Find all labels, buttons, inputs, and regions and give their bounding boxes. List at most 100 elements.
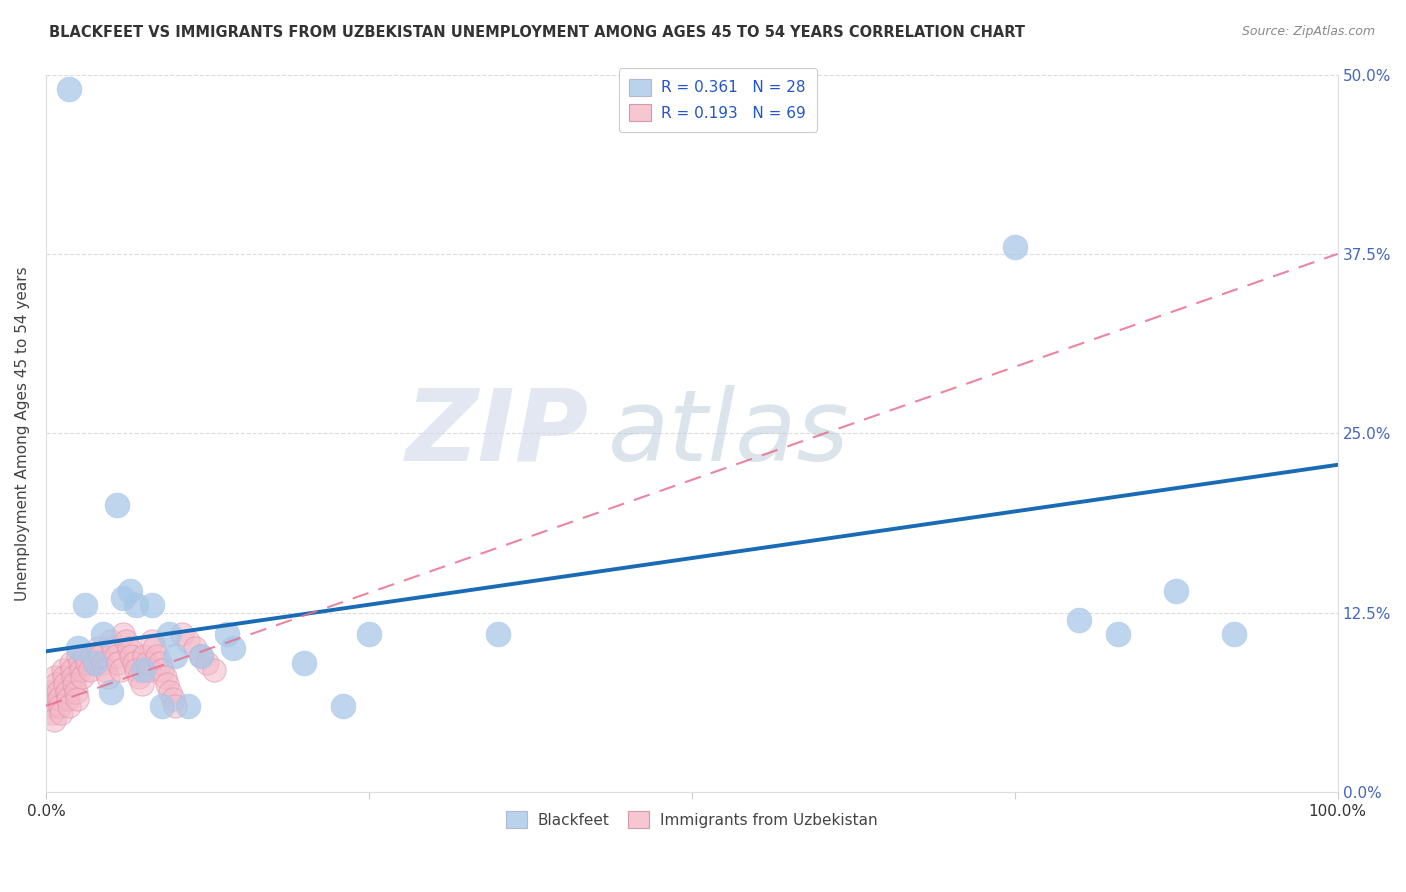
Point (141, 634, 163, 648)
Point (1107, 627, 1129, 641)
Point (45, 677, 67, 691)
Point (112, 627, 135, 641)
Point (69, 656, 91, 670)
Point (58, 82, 80, 96)
Point (222, 641, 245, 656)
Point (120, 648, 142, 663)
Point (66, 691, 89, 706)
Point (190, 648, 212, 663)
Point (122, 656, 145, 670)
Point (125, 663, 148, 677)
Point (177, 698, 200, 713)
Point (46, 684, 69, 698)
Point (56, 691, 79, 706)
Point (70, 670, 93, 684)
Point (146, 648, 169, 663)
Point (357, 627, 380, 641)
Point (91, 656, 114, 670)
Text: Source: ZipAtlas.com: Source: ZipAtlas.com (1241, 25, 1375, 38)
Y-axis label: Unemployment Among Ages 45 to 54 years: Unemployment Among Ages 45 to 54 years (15, 266, 30, 600)
Point (49, 698, 72, 713)
Point (53, 670, 76, 684)
Point (51, 706, 73, 720)
Point (91, 627, 114, 641)
Point (84, 656, 107, 670)
Point (39, 698, 62, 713)
Point (105, 498, 128, 512)
Point (60, 663, 83, 677)
Point (59, 656, 82, 670)
Point (112, 591, 135, 606)
Legend: Blackfeet, Immigrants from Uzbekistan: Blackfeet, Immigrants from Uzbekistan (499, 805, 884, 835)
Point (157, 627, 180, 641)
Point (104, 648, 127, 663)
Point (73, 599, 96, 613)
Point (86, 641, 108, 656)
Point (76, 656, 98, 670)
Point (115, 634, 138, 648)
Point (82, 648, 104, 663)
Point (150, 663, 173, 677)
Point (215, 627, 238, 641)
Point (125, 599, 148, 613)
Point (73, 648, 96, 663)
Point (128, 670, 150, 684)
Point (486, 627, 509, 641)
Point (53, 677, 76, 691)
Text: ZIP: ZIP (405, 384, 589, 482)
Point (197, 656, 219, 670)
Point (110, 663, 132, 677)
Point (107, 656, 129, 670)
Point (38, 684, 60, 698)
Point (332, 698, 354, 713)
Point (67, 648, 90, 663)
Point (70, 663, 93, 677)
Point (41, 706, 63, 720)
Point (42, 713, 65, 727)
Point (131, 677, 153, 691)
Point (84, 656, 107, 670)
Text: BLACKFEET VS IMMIGRANTS FROM UZBEKISTAN UNEMPLOYMENT AMONG AGES 45 TO 54 YEARS C: BLACKFEET VS IMMIGRANTS FROM UZBEKISTAN … (49, 25, 1025, 40)
Point (190, 648, 212, 663)
Point (38, 691, 60, 706)
Point (48, 691, 70, 706)
Point (156, 677, 179, 691)
Point (292, 656, 315, 670)
Point (202, 663, 225, 677)
Text: atlas: atlas (607, 384, 849, 482)
Point (44, 670, 66, 684)
Point (55, 684, 77, 698)
Point (1069, 613, 1091, 627)
Point (94, 663, 117, 677)
Point (1004, 240, 1026, 254)
Point (170, 627, 193, 641)
Point (165, 698, 187, 713)
Point (143, 641, 166, 656)
Point (149, 656, 172, 670)
Point (100, 634, 122, 648)
Point (183, 641, 205, 656)
Point (58, 698, 80, 713)
Point (89, 648, 111, 663)
Point (101, 641, 124, 656)
Point (162, 691, 184, 706)
Point (117, 641, 139, 656)
Point (1223, 627, 1246, 641)
Point (150, 698, 173, 713)
Point (97, 670, 120, 684)
Point (52, 663, 75, 677)
Point (159, 684, 181, 698)
Point (141, 599, 163, 613)
Point (153, 670, 176, 684)
Point (67, 641, 90, 656)
Point (1166, 584, 1188, 599)
Point (134, 648, 156, 663)
Point (135, 656, 157, 670)
Point (165, 648, 187, 663)
Point (62, 670, 84, 684)
Point (177, 634, 200, 648)
Point (63, 677, 86, 691)
Point (100, 684, 122, 698)
Point (79, 663, 101, 677)
Point (118, 584, 141, 599)
